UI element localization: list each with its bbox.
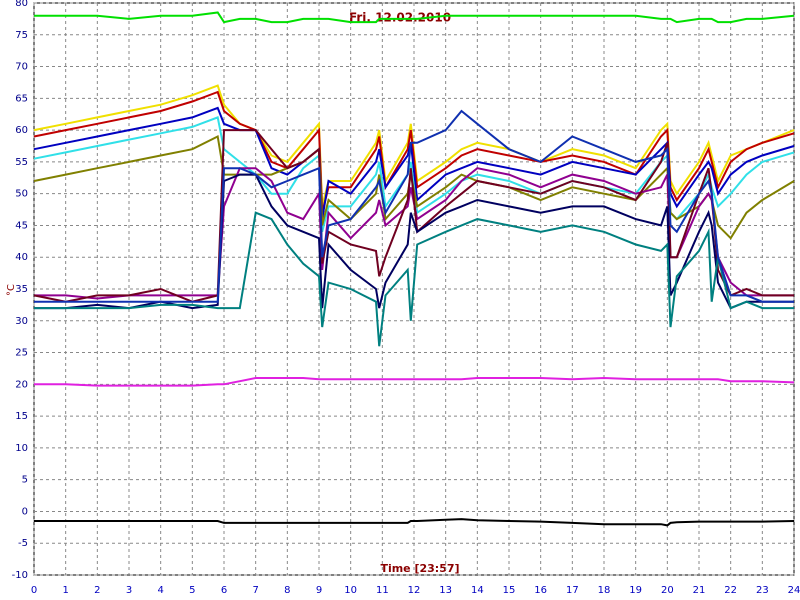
y-tick-label: 0 bbox=[22, 506, 28, 517]
x-tick-label: 6 bbox=[221, 585, 227, 596]
x-tick-label: 18 bbox=[598, 585, 611, 596]
series-line bbox=[33, 84, 795, 207]
x-tick-label: 17 bbox=[566, 585, 579, 596]
series-line bbox=[34, 11, 795, 24]
y-tick-label: 80 bbox=[15, 0, 28, 9]
y-tick-label: 30 bbox=[15, 316, 28, 327]
x-tick-label: 24 bbox=[788, 585, 800, 596]
x-tick-label: 4 bbox=[157, 585, 163, 596]
x-tick-label: 3 bbox=[126, 585, 132, 596]
y-tick-label: 15 bbox=[15, 411, 28, 422]
x-axis-label: Time [23:57] bbox=[380, 562, 459, 575]
y-tick-label: 75 bbox=[15, 30, 28, 41]
y-axis-label: °C bbox=[6, 284, 17, 296]
y-tick-label: -10 bbox=[12, 570, 28, 581]
x-tick-label: 21 bbox=[693, 585, 706, 596]
x-tick-label: 7 bbox=[252, 585, 258, 596]
y-tick-label: 60 bbox=[15, 125, 28, 136]
y-tick-label: 55 bbox=[15, 157, 28, 168]
x-tick-label: 5 bbox=[189, 585, 195, 596]
x-tick-label: 2 bbox=[94, 585, 100, 596]
x-tick-label: 1 bbox=[62, 585, 68, 596]
series-line bbox=[33, 90, 795, 213]
x-tick-label: 11 bbox=[376, 585, 389, 596]
y-tick-label: 25 bbox=[15, 348, 28, 359]
y-tick-label: 20 bbox=[15, 379, 28, 390]
x-tick-label: 12 bbox=[408, 585, 421, 596]
y-tick-label: 5 bbox=[22, 475, 28, 486]
y-tick-label: 35 bbox=[15, 284, 28, 295]
x-tick-label: 20 bbox=[661, 585, 674, 596]
x-tick-label: 15 bbox=[503, 585, 516, 596]
x-tick-label: 8 bbox=[284, 585, 290, 596]
chart-title: Fri. 12.02.2010 bbox=[349, 11, 451, 25]
x-tick-label: 9 bbox=[316, 585, 322, 596]
y-tick-label: 50 bbox=[15, 189, 28, 200]
x-tick-label: 14 bbox=[471, 585, 484, 596]
y-tick-label: -5 bbox=[18, 538, 28, 549]
x-tick-label: 23 bbox=[756, 585, 769, 596]
x-tick-label: 13 bbox=[439, 585, 452, 596]
series-line bbox=[34, 518, 795, 527]
y-tick-label: 45 bbox=[15, 220, 28, 231]
x-tick-label: 0 bbox=[31, 585, 37, 596]
y-tick-label: 65 bbox=[15, 93, 28, 104]
series-line bbox=[34, 211, 794, 347]
series-line bbox=[34, 376, 795, 387]
y-tick-label: 40 bbox=[15, 252, 28, 263]
y-tick-label: 70 bbox=[15, 62, 28, 73]
series-line bbox=[34, 109, 794, 303]
series-line bbox=[34, 167, 794, 300]
x-tick-label: 16 bbox=[534, 585, 547, 596]
x-tick-label: 22 bbox=[724, 585, 737, 596]
x-tick-label: 19 bbox=[629, 585, 642, 596]
x-tick-label: 10 bbox=[344, 585, 357, 596]
y-tick-label: 10 bbox=[15, 443, 28, 454]
